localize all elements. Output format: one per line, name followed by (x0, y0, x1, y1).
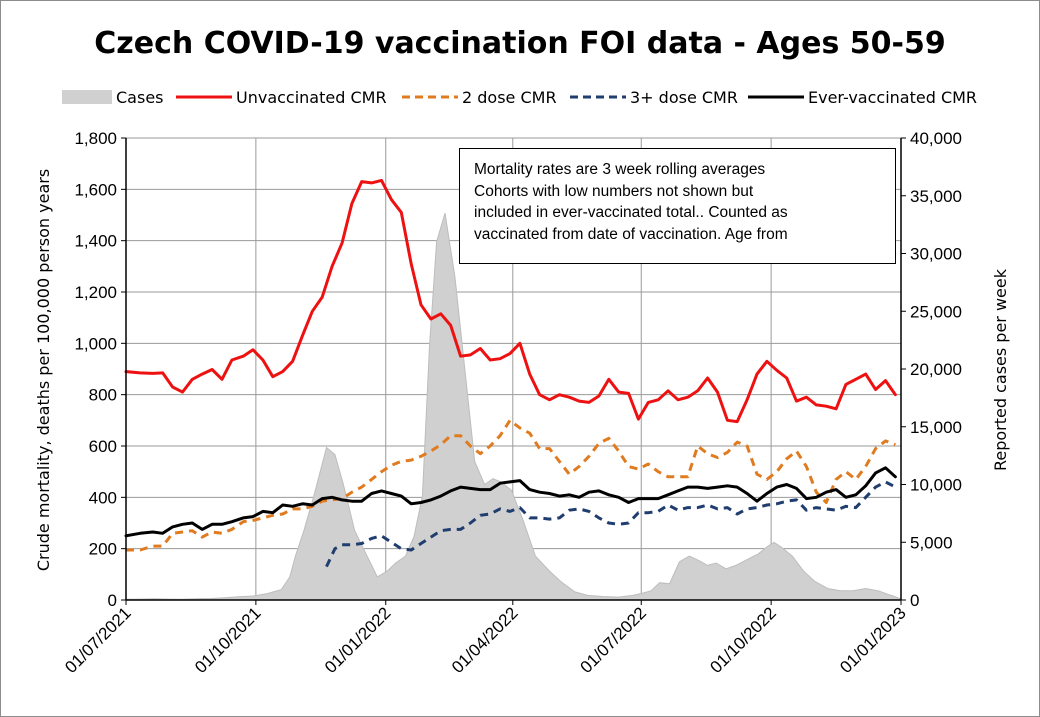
legend-swatch-cases (62, 90, 112, 104)
x-tick-label: 01/07/2022 (576, 603, 650, 677)
y-tick-label: 1,000 (74, 334, 117, 353)
y2-tick-label: 0 (910, 591, 919, 610)
x-tick-label: 01/10/2022 (706, 603, 780, 677)
right-axis-ticks: 0 5,000 10,000 15,000 20,000 25,000 30,000 35,0… (910, 129, 962, 610)
x-axis-ticks: 01/07/2021 01/10/2021 01/01/2022 01/04/2022… (61, 603, 910, 677)
series-area-cases (125, 212, 902, 601)
legend-label-ever-vaccinated: Ever-vaccinated CMR (808, 88, 977, 107)
legend: Cases Unvaccinated CMR 2 dose CMR 3+ dos… (62, 88, 977, 107)
x-tick-label: 01/04/2022 (448, 603, 522, 677)
y2-axis-title: Reported cases per week (991, 268, 1010, 471)
annotation-line: Cohorts with low numbers not shown but (474, 182, 754, 200)
y2-tick-label: 30,000 (910, 245, 962, 264)
x-tick-label: 01/10/2021 (191, 603, 265, 677)
annotation-line: included in ever-vaccinated total.. Coun… (474, 204, 788, 221)
left-axis-ticks: 0 200 400 600 800 1,000 1,200 1,400 1,600 1,800 (74, 129, 117, 610)
y-tick-label: 200 (89, 540, 117, 559)
y-tick-label: 1,400 (74, 232, 117, 251)
x-tick-label: 01/01/2023 (836, 603, 910, 677)
y2-tick-label: 25,000 (910, 302, 962, 321)
y2-tick-label: 5,000 (910, 533, 953, 552)
y2-tick-label: 35,000 (910, 187, 962, 206)
y-tick-label: 1,800 (74, 129, 117, 148)
x-tick-label: 01/01/2022 (321, 603, 395, 677)
y2-tick-label: 15,000 (910, 418, 962, 437)
annotation-line: vaccinated from date of vaccination. Age… (474, 225, 788, 243)
legend-label-unvaccinated: Unvaccinated CMR (236, 88, 387, 107)
series-line-2 (126, 418, 896, 552)
legend-label-3-dose: 3+ dose CMR (630, 88, 738, 107)
chart-title: Czech COVID-19 vaccination FOI data - Ag… (94, 26, 945, 61)
legend-label-2-dose: 2 dose CMR (462, 88, 557, 107)
y2-tick-label: 20,000 (910, 360, 962, 379)
annotation-line: Mortality rates are 3 week rolling avera… (474, 161, 766, 178)
series-line-1 (124, 178, 897, 424)
y-tick-label: 600 (89, 437, 117, 456)
y-axis-title: Crude mortality, deaths per 100,000 pers… (34, 169, 53, 571)
x-tick-label: 01/07/2021 (61, 603, 135, 677)
y-tick-label: 1,200 (74, 283, 117, 302)
y2-tick-label: 40,000 (910, 129, 962, 148)
series-lines (124, 178, 897, 568)
series-line-3 (325, 480, 897, 568)
y-tick-label: 800 (89, 386, 117, 405)
axes (121, 137, 906, 605)
y2-tick-label: 10,000 (910, 476, 962, 495)
y-tick-label: 1,600 (74, 180, 117, 199)
annotation-box: Mortality rates are 3 week rolling avera… (459, 148, 896, 264)
cases-area (125, 212, 902, 601)
series-line-4 (124, 466, 897, 538)
y-tick-label: 400 (89, 488, 117, 507)
y-tick-label: 0 (108, 591, 117, 610)
legend-label-cases: Cases (116, 88, 164, 107)
